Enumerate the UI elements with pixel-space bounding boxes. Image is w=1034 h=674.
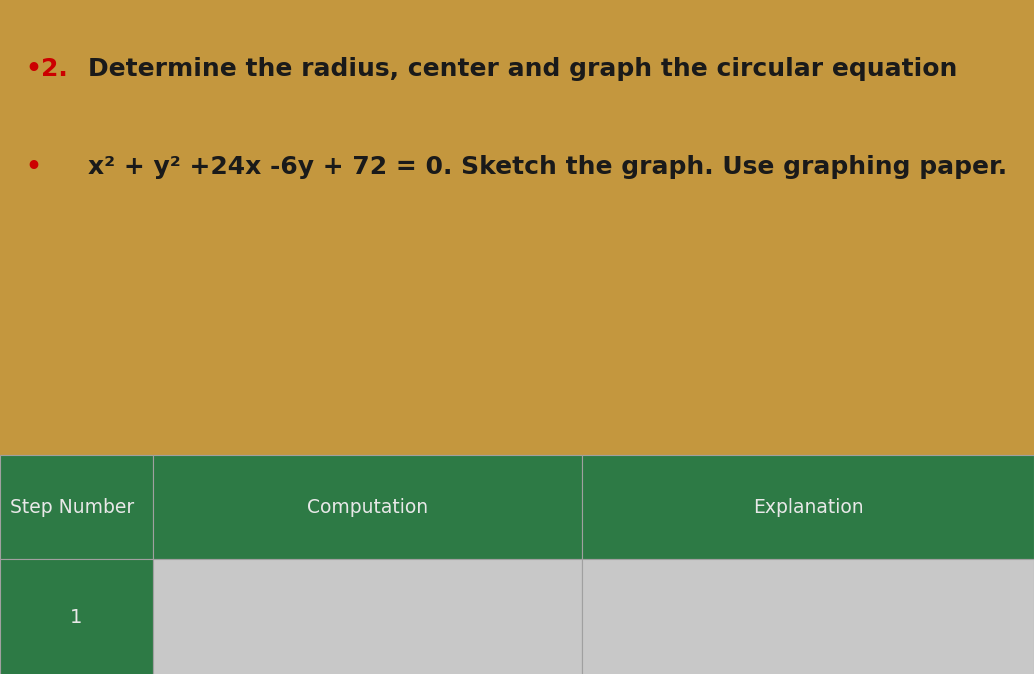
Text: 1: 1 [70,608,83,627]
Bar [153,455,582,559]
Text: Explanation: Explanation [753,497,863,517]
Bar [582,559,1034,674]
Text: Step Number: Step Number [10,497,134,517]
Text: Computation: Computation [307,497,428,517]
Bar [582,455,1034,559]
Bar [0,455,153,559]
Text: •: • [26,155,41,179]
Bar [0,559,153,674]
Text: x² + y² +24x -6y + 72 = 0. Sketch the graph. Use graphing paper.: x² + y² +24x -6y + 72 = 0. Sketch the gr… [88,155,1007,179]
Text: Determine the radius, center and graph the circular equation: Determine the radius, center and graph t… [88,57,957,82]
Text: •2.: •2. [26,57,68,82]
Bar [153,559,582,674]
